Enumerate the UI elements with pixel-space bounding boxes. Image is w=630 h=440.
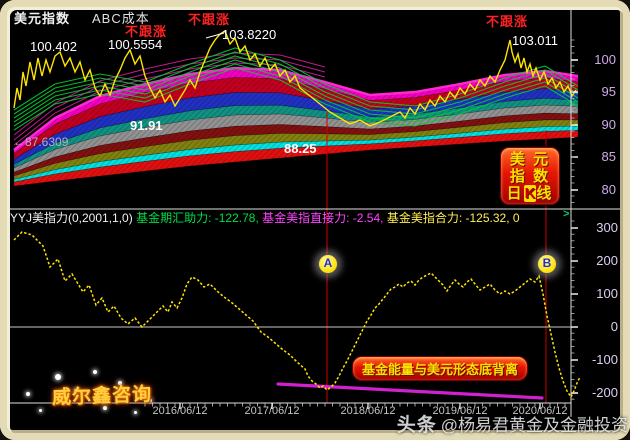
ma-line <box>13 55 579 119</box>
ma-line <box>13 59 579 123</box>
magenta-fan-line <box>13 57 326 141</box>
lower-ytick-label: 100 <box>596 286 618 301</box>
lower-ytick-label: 200 <box>596 253 618 268</box>
upper-ytick-label: 100 <box>594 52 616 67</box>
marker-a-badge[interactable]: A <box>318 254 338 274</box>
indicator-value-magenta: 基金美指直接力: -2.54, <box>262 211 384 225</box>
indicator-line <box>13 231 581 399</box>
indicator-header[interactable]: YYJ美指力(0,2001,1,0) 基金期汇助力: -122.78, 基金美指… <box>10 211 520 225</box>
sparkle-dot <box>103 406 107 410</box>
indicator-value-green: 基金期汇助力: -122.78, <box>136 211 259 225</box>
sparkle-dot <box>73 388 77 392</box>
indicator-value-yellow: 基金美指合力: -125.32, 0 <box>386 211 520 225</box>
price-label-100402: 100.402 <box>30 39 77 54</box>
kline-box-line2: 指 数 <box>509 167 551 185</box>
k-highlight: K <box>523 184 537 202</box>
date-tick-label: 2019/06/12 <box>432 405 488 417</box>
marker-b-badge[interactable]: B <box>537 254 557 274</box>
trend-line[interactable] <box>276 382 544 400</box>
sparkle-dot <box>133 410 137 414</box>
lower-ytick-label: 0 <box>610 319 618 334</box>
ma-line <box>13 51 579 115</box>
kline-title-box: 美 元 指 数 日K线 <box>500 147 560 205</box>
kline-box-line3: 日K线 <box>506 184 554 202</box>
sparkle-dot <box>93 370 97 374</box>
sparkle-dot <box>55 374 61 380</box>
date-tick-label: 2018/06/12 <box>340 405 396 417</box>
kline-box-line1: 美 元 <box>509 150 551 168</box>
scroll-arrow-icon[interactable]: > <box>563 208 570 220</box>
price-label-876309: ←87.6309 <box>13 135 69 149</box>
price-label-8825: 88.25 <box>284 141 317 156</box>
sparkle-dot <box>38 408 42 412</box>
ma-line <box>13 63 579 127</box>
ma-line <box>13 47 579 111</box>
label-leader-line <box>205 32 225 39</box>
upper-ytick-label: 80 <box>601 182 616 197</box>
ma-line <box>13 67 579 131</box>
plot-svg <box>8 9 622 417</box>
no-follow-annotation-1: 不跟涨 <box>125 24 168 39</box>
price-line <box>13 29 577 127</box>
date-tick-label: 2017/06/12 <box>244 405 300 417</box>
upper-ytick-label: 85 <box>601 149 616 164</box>
brand-account-text: @杨易君黄金及金融投资 <box>440 416 628 435</box>
lower-ytick-label: -200 <box>591 385 618 400</box>
price-label-1005554: 100.5554 <box>108 37 163 52</box>
magenta-fan-line <box>13 62 326 146</box>
brand-logo-text: 头条 <box>396 415 437 436</box>
price-label-103011: 103.011 <box>512 33 559 48</box>
lower-ytick-label: -100 <box>591 352 618 367</box>
magenta-fan-line <box>13 52 326 136</box>
sparkle-dot <box>118 381 122 385</box>
price-label-9191: 91.91 <box>130 118 163 133</box>
price-label-1038220: 103.8220 <box>222 27 277 42</box>
divergence-annotation-box: 基金能量与美元形态底背离 <box>352 356 529 381</box>
brand-watermark: 头条 @杨易君黄金及金融投资 <box>397 410 628 437</box>
date-tick-label: 2016/06/12 <box>152 405 208 417</box>
sparkle-dot <box>148 398 152 402</box>
chart-canvas[interactable] <box>7 7 623 433</box>
lower-ytick-label: 300 <box>596 220 618 235</box>
indicator-formula: YYJ美指力(0,2001,1,0) <box>10 211 133 225</box>
page-title: 美元指数 <box>14 11 71 26</box>
upper-ytick-label: 90 <box>601 117 616 132</box>
indicator-name-abc: ABC成本 <box>92 11 150 26</box>
date-tick-label: 2020/06/12 <box>512 405 568 417</box>
sparkle-dot <box>26 392 30 396</box>
no-follow-annotation-2: 不跟涨 <box>188 12 231 27</box>
gold-watermark: 威尔鑫咨询 <box>51 384 153 409</box>
upper-ytick-label: 95 <box>601 84 616 99</box>
no-follow-annotation-3: 不跟涨 <box>486 14 529 29</box>
